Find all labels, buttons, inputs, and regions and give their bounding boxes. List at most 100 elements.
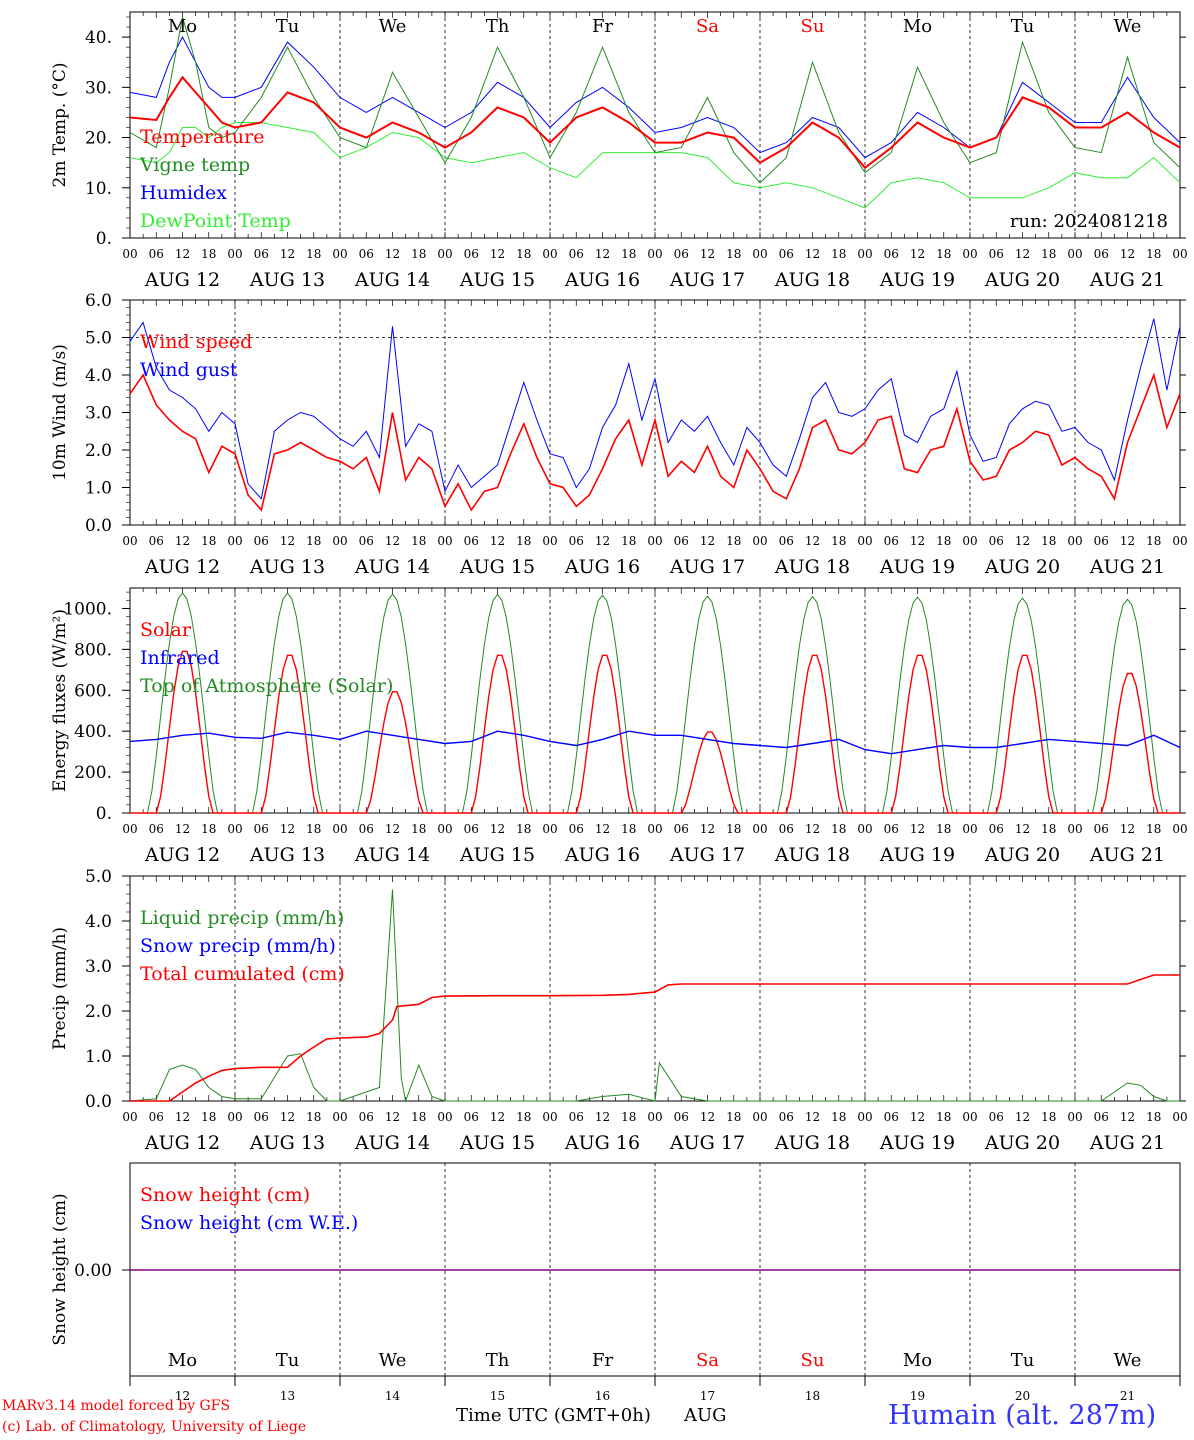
hour-tick-label: 12	[805, 534, 820, 548]
hour-tick-label: 06	[569, 247, 584, 261]
legend-entry: Temperature	[140, 126, 264, 148]
hour-tick-label: 12	[280, 247, 295, 261]
hour-tick-label: 00	[122, 1110, 137, 1124]
date-label: AUG 12	[144, 844, 220, 866]
hour-tick-label: 18	[621, 1110, 636, 1124]
day-number: 19	[910, 1389, 925, 1403]
hour-tick-label: 00	[437, 247, 452, 261]
hour-tick-label: 00	[1172, 534, 1187, 548]
y-tick-label: 600.	[74, 681, 112, 701]
hour-tick-label: 18	[411, 822, 426, 836]
y-tick-label: 4.0	[85, 912, 112, 932]
y-tick-label: 3.0	[85, 404, 112, 424]
hour-tick-label: 06	[464, 822, 479, 836]
day-label: Fr	[592, 16, 613, 37]
hour-tick-label: 00	[227, 247, 242, 261]
date-label: AUG 21	[1089, 1132, 1165, 1154]
day-label: We	[379, 16, 407, 37]
hour-tick-label: 18	[1041, 247, 1056, 261]
y-tick-label: 800.	[74, 640, 112, 660]
hour-tick-label: 12	[700, 247, 715, 261]
hour-tick-label: 12	[910, 1110, 925, 1124]
hour-tick-label: 06	[254, 247, 269, 261]
hour-tick-label: 18	[831, 822, 846, 836]
hour-tick-label: 18	[1146, 247, 1161, 261]
date-label: AUG 12	[144, 1132, 220, 1154]
plot-frame	[129, 587, 1181, 814]
hour-tick-label: 18	[1146, 1110, 1161, 1124]
hour-tick-label: 06	[359, 1110, 374, 1124]
y-tick-label: 20.	[85, 129, 112, 149]
hour-tick-label: 00	[647, 534, 662, 548]
day-label: We	[1114, 16, 1142, 37]
date-label: AUG 19	[879, 844, 955, 866]
date-label: AUG 13	[249, 269, 325, 291]
hour-tick-label: 12	[1015, 534, 1030, 548]
day-number: 16	[595, 1389, 610, 1403]
hour-tick-label: 06	[464, 247, 479, 261]
day-number: 20	[1015, 1389, 1030, 1403]
hour-tick-label: 12	[175, 534, 190, 548]
day-label: Sa	[696, 1350, 719, 1371]
hour-tick-label: 00	[1172, 822, 1187, 836]
date-label: AUG 21	[1089, 556, 1165, 578]
hour-tick-label: 00	[752, 247, 767, 261]
day-number: 18	[805, 1389, 820, 1403]
date-label: AUG 13	[249, 1132, 325, 1154]
legend-entry: Top of Atmosphere (Solar)	[140, 675, 393, 697]
hour-tick-label: 12	[595, 247, 610, 261]
hour-tick-label: 06	[674, 247, 689, 261]
hour-tick-label: 06	[359, 247, 374, 261]
hour-tick-label: 18	[1041, 534, 1056, 548]
hour-tick-label: 18	[936, 534, 951, 548]
hour-tick-label: 12	[910, 534, 925, 548]
hour-tick-label: 06	[1094, 1110, 1109, 1124]
y-tick-label: 30.	[85, 78, 112, 98]
hour-tick-label: 06	[149, 822, 164, 836]
date-label: AUG 16	[564, 1132, 640, 1154]
hour-tick-label: 00	[332, 1110, 347, 1124]
hour-tick-label: 12	[910, 822, 925, 836]
day-label: We	[379, 1350, 407, 1371]
day-label: Sa	[696, 16, 719, 37]
hour-tick-label: 06	[569, 1110, 584, 1124]
station-name: Humain (alt. 287m)	[888, 1400, 1157, 1431]
hour-tick-label: 12	[175, 822, 190, 836]
hour-tick-label: 00	[1067, 822, 1082, 836]
date-label: AUG 19	[879, 269, 955, 291]
day-label: Tu	[1011, 16, 1035, 37]
hour-tick-label: 18	[306, 247, 321, 261]
hour-tick-label: 00	[542, 822, 557, 836]
hour-tick-label: 18	[201, 1110, 216, 1124]
day-label: Fr	[592, 1350, 613, 1371]
credit-line-1: MARv3.14 model forced by GFS	[2, 1398, 231, 1414]
date-label: AUG 14	[354, 269, 430, 291]
y-tick-label: 0.0	[85, 1092, 112, 1112]
date-label: AUG 15	[459, 556, 535, 578]
panel-4: 00 06 12 18 00 06 12 18 00 06 12 18 00 06 12 18 00 06 12 18…	[50, 867, 1188, 1154]
hour-tick-label: 12	[175, 1110, 190, 1124]
y-tick-label: 5.0	[85, 329, 112, 349]
hour-tick-label: 12	[1015, 822, 1030, 836]
hour-tick-label: 18	[411, 1110, 426, 1124]
date-label: AUG 18	[774, 1132, 850, 1154]
hour-tick-label: 06	[884, 822, 899, 836]
hour-tick-label: 00	[332, 247, 347, 261]
day-label: Su	[801, 1350, 825, 1371]
hour-tick-label: 00	[647, 1110, 662, 1124]
hour-tick-label: 12	[700, 1110, 715, 1124]
hour-tick-label: 12	[700, 534, 715, 548]
date-label: AUG 20	[984, 556, 1060, 578]
date-label: AUG 17	[669, 1132, 745, 1154]
y-tick-label: 0.	[96, 229, 112, 249]
hour-tick-label: 18	[1041, 1110, 1056, 1124]
legend-entry: Liquid precip (mm/h)	[140, 907, 344, 929]
hour-tick-label: 18	[306, 534, 321, 548]
y-tick-label: 2.0	[85, 441, 112, 461]
hour-tick-label: 18	[516, 534, 531, 548]
date-label: AUG 21	[1089, 269, 1165, 291]
hour-tick-label: 18	[201, 534, 216, 548]
hour-tick-label: 12	[280, 534, 295, 548]
y-tick-label: 2.0	[85, 1002, 112, 1022]
hour-tick-label: 12	[595, 1110, 610, 1124]
